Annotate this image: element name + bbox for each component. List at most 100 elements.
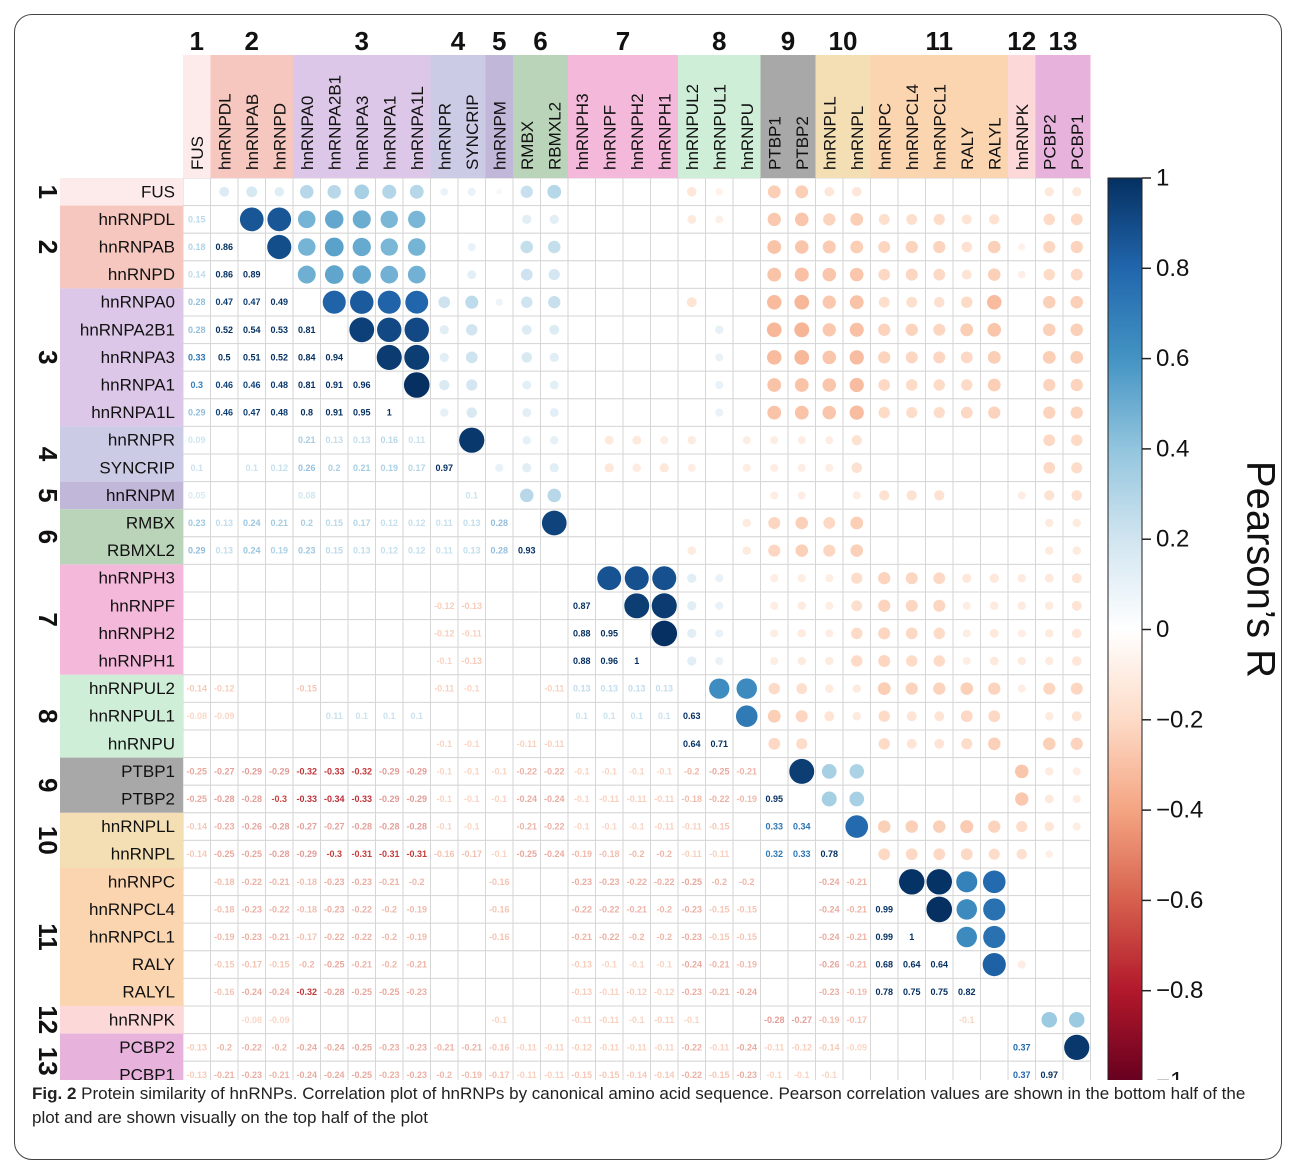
correlation-circle <box>794 405 809 420</box>
heatmap-cell <box>815 895 844 924</box>
correlation-circle <box>745 604 749 608</box>
correlation-circle <box>745 493 749 497</box>
correlation-circle <box>851 600 863 612</box>
colorbar-tick-label: −0.8 <box>1156 977 1203 1004</box>
heatmap-cell <box>485 922 514 952</box>
correlation-circle <box>1047 963 1051 967</box>
correlation-circle <box>1075 880 1079 884</box>
correlation-circle <box>735 705 758 727</box>
column-group-number: 10 <box>829 26 858 56</box>
correlation-circle <box>440 187 449 196</box>
correlation-value: -0.23 <box>214 822 235 832</box>
correlation-value: -0.19 <box>406 904 427 914</box>
correlation-circle <box>989 656 999 666</box>
correlation-circle <box>962 629 971 638</box>
heatmap-cell <box>430 619 459 648</box>
correlation-value: -0.13 <box>461 656 482 666</box>
heatmap-cell <box>210 977 239 1007</box>
heatmap-cell <box>430 481 459 510</box>
caption-fig-label: Fig. 2 <box>32 1084 77 1103</box>
correlation-circle <box>965 797 969 801</box>
heatmap-cell <box>430 1033 459 1062</box>
colorbar-tick-label: 0.6 <box>1156 345 1189 372</box>
correlation-value: -0.11 <box>599 1042 619 1052</box>
correlation-circle <box>770 436 779 445</box>
correlation-circle <box>827 742 831 746</box>
correlation-circle <box>715 601 724 610</box>
correlation-value: 0.47 <box>243 408 261 418</box>
correlation-circle <box>822 323 836 337</box>
correlation-circle <box>715 215 724 224</box>
correlation-circle <box>1043 268 1055 281</box>
heatmap-cell <box>732 950 761 979</box>
correlation-value: -0.12 <box>571 1042 592 1052</box>
correlation-circle <box>1075 935 1079 939</box>
correlation-circle <box>960 848 973 861</box>
correlation-circle <box>1047 880 1051 884</box>
correlation-circle <box>1064 1034 1090 1061</box>
correlation-value: -0.16 <box>489 1042 510 1052</box>
correlation-circle <box>662 300 666 304</box>
colorbar-tick-label: −0.2 <box>1156 706 1203 733</box>
correlation-value: -0.33 <box>324 766 345 776</box>
heatmap-cell <box>650 701 679 731</box>
correlation-circle <box>796 738 808 750</box>
heatmap-cell <box>540 619 569 648</box>
correlation-circle <box>580 493 584 497</box>
correlation-circle <box>849 322 864 337</box>
correlation-circle <box>933 379 945 391</box>
correlation-value: -0.2 <box>299 960 315 970</box>
heatmap-cell <box>402 757 431 786</box>
correlation-value: -0.27 <box>791 1015 812 1025</box>
heatmap-cell <box>182 536 211 565</box>
correlation-circle <box>1014 764 1029 779</box>
correlation-circle <box>1020 466 1024 470</box>
correlation-circle <box>849 405 864 420</box>
correlation-circle <box>1044 490 1055 501</box>
heatmap-cell <box>320 536 349 565</box>
correlation-circle <box>850 516 864 530</box>
correlation-circle <box>1075 852 1079 856</box>
heatmap-cell <box>292 453 321 483</box>
colorbar <box>1107 177 1143 1080</box>
correlation-circle <box>635 383 639 387</box>
correlation-value: -0.13 <box>461 601 482 611</box>
correlation-circle <box>1047 907 1051 911</box>
heatmap-cell <box>897 1060 926 1080</box>
correlation-circle <box>960 710 973 723</box>
row-label: hnRNPH2 <box>98 624 175 643</box>
heatmap-cell <box>650 729 679 759</box>
correlation-circle <box>662 355 666 359</box>
correlation-circle <box>1016 821 1028 833</box>
heatmap-cell <box>237 784 266 814</box>
heatmap-cell <box>292 591 321 621</box>
correlation-value: 0.81 <box>298 380 316 390</box>
correlation-value: -0.1 <box>794 1070 810 1080</box>
correlation-circle <box>992 549 996 553</box>
correlation-value: -0.09 <box>214 711 235 721</box>
correlation-value: 0.21 <box>353 463 371 473</box>
correlation-circle <box>267 207 292 232</box>
heatmap-cell <box>485 674 514 703</box>
correlation-circle <box>899 869 925 895</box>
correlation-circle <box>878 627 891 640</box>
correlation-value: -0.22 <box>241 877 262 887</box>
row-group-number: 10 <box>33 826 63 855</box>
correlation-circle <box>821 791 837 807</box>
correlation-value: -0.21 <box>434 1042 455 1052</box>
heatmap-cell <box>182 343 211 372</box>
heatmap-cell <box>182 260 211 289</box>
correlation-circle <box>767 294 782 310</box>
row-label: PTBP1 <box>121 762 175 781</box>
correlation-value: -0.23 <box>681 904 702 914</box>
correlation-value: 0.1 <box>190 463 203 473</box>
heatmap-cell <box>237 343 266 372</box>
correlation-circle <box>1044 794 1054 804</box>
correlation-value: 0.94 <box>325 352 343 362</box>
column-group-band <box>210 55 293 178</box>
correlation-value: -0.1 <box>656 766 672 776</box>
heatmap-cell <box>402 784 431 814</box>
correlation-value: -0.21 <box>461 1042 482 1052</box>
heatmap-cell <box>210 922 239 952</box>
heatmap-cell <box>567 1005 596 1035</box>
